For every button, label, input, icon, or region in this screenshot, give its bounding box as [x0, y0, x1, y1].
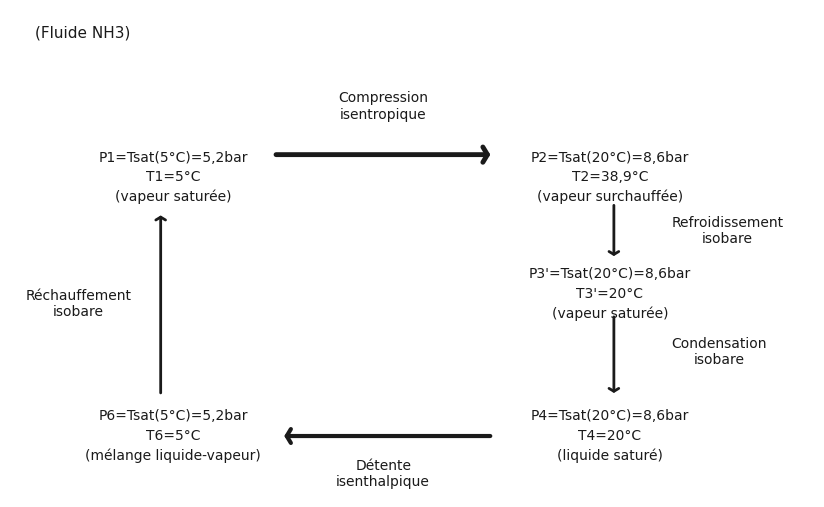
Text: Détente
isenthalpique: Détente isenthalpique — [336, 459, 430, 489]
Text: (Fluide NH3): (Fluide NH3) — [35, 25, 130, 41]
Text: P3'=Tsat(20°C)=8,6bar
T3'=20°C
(vapeur saturée): P3'=Tsat(20°C)=8,6bar T3'=20°C (vapeur s… — [529, 267, 691, 321]
Text: Compression
isentropique: Compression isentropique — [338, 91, 428, 122]
Text: P2=Tsat(20°C)=8,6bar
T2=38,9°C
(vapeur surchauffée): P2=Tsat(20°C)=8,6bar T2=38,9°C (vapeur s… — [531, 151, 689, 204]
Text: Réchauffement
isobare: Réchauffement isobare — [26, 289, 131, 319]
Text: Refroidissement
isobare: Refroidissement isobare — [672, 215, 784, 246]
Text: Condensation
isobare: Condensation isobare — [672, 337, 767, 368]
Text: P6=Tsat(5°C)=5,2bar
T6=5°C
(mélange liquide-vapeur): P6=Tsat(5°C)=5,2bar T6=5°C (mélange liqu… — [85, 409, 261, 463]
Text: P1=Tsat(5°C)=5,2bar
T1=5°C
(vapeur saturée): P1=Tsat(5°C)=5,2bar T1=5°C (vapeur satur… — [98, 151, 248, 204]
Text: P4=Tsat(20°C)=8,6bar
T4=20°C
(liquide saturé): P4=Tsat(20°C)=8,6bar T4=20°C (liquide sa… — [531, 409, 689, 463]
